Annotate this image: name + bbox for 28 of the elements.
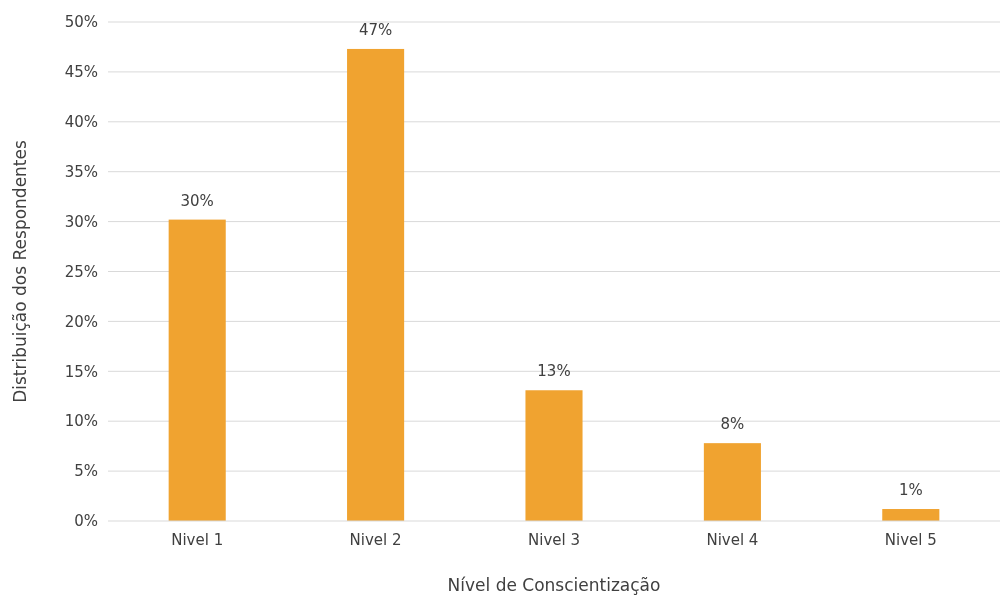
- y-tick-label: 45%: [64, 63, 98, 82]
- data-label: 30%: [180, 191, 214, 210]
- x-tick-label: Nivel 5: [884, 531, 937, 549]
- bar: [882, 509, 940, 521]
- x-tick-label: Nivel 3: [528, 531, 580, 549]
- y-tick-label: 40%: [64, 113, 98, 132]
- data-label: 1%: [898, 481, 923, 500]
- x-tick-label: Nivel 2: [349, 531, 402, 549]
- y-tick-label: 5%: [74, 462, 98, 481]
- y-axis-title: Distribuição dos Respondentes: [10, 140, 30, 403]
- y-tick-label: 10%: [64, 412, 98, 431]
- x-axis-title: Nível de Conscientização: [447, 575, 661, 595]
- bar: [525, 390, 583, 521]
- y-tick-label: 20%: [64, 312, 98, 331]
- y-tick-label: 25%: [64, 262, 98, 281]
- bar: [347, 48, 405, 521]
- x-tick-label: Nivel 1: [171, 531, 224, 549]
- y-tick-label: 0%: [74, 512, 98, 531]
- data-label: 8%: [720, 415, 745, 434]
- y-tick-label: 30%: [64, 212, 98, 231]
- x-tick-label: Nivel 4: [706, 531, 759, 549]
- data-label: 47%: [358, 20, 393, 39]
- data-label: 13%: [537, 362, 571, 381]
- y-tick-label: 35%: [64, 162, 98, 181]
- y-tick-label: 50%: [64, 13, 98, 32]
- bar: [168, 219, 226, 521]
- bar: [703, 443, 761, 521]
- y-tick-label: 15%: [64, 362, 98, 381]
